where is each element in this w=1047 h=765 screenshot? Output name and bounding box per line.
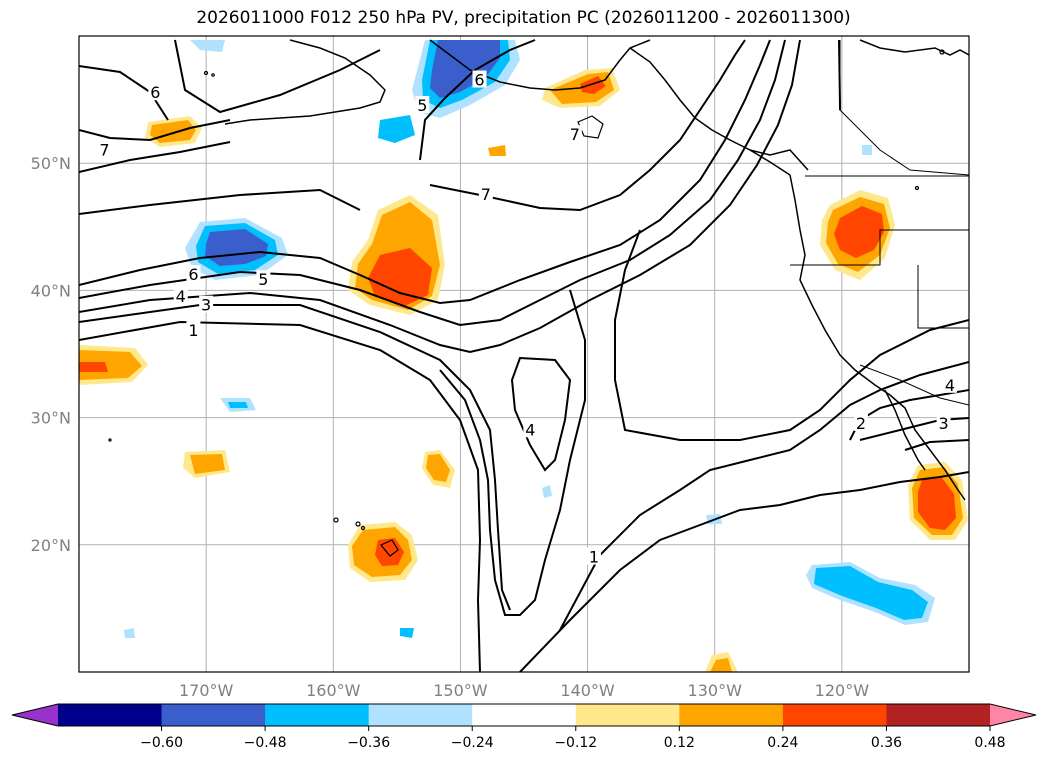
contour-label-bg bbox=[567, 125, 582, 143]
colorbar-tick-label: −0.24 bbox=[451, 735, 494, 751]
contour-label-bg bbox=[523, 420, 538, 438]
contour-label: 3 bbox=[201, 296, 211, 315]
contour-label: 5 bbox=[258, 270, 268, 289]
colorbar-segment bbox=[472, 704, 577, 726]
contour-label-bg bbox=[936, 413, 951, 431]
contour-label: 1 bbox=[188, 321, 198, 340]
lat-label: 20°N bbox=[31, 536, 71, 555]
colorbar-outline bbox=[11, 703, 1037, 727]
latitude-labels: 20°N 30°N 40°N 50°N bbox=[31, 154, 71, 555]
colorbar-tick-label: −0.12 bbox=[554, 735, 597, 751]
contour-label-bg bbox=[586, 547, 601, 565]
contour-label: 7 bbox=[570, 125, 580, 144]
colorbar-tick-label: −0.48 bbox=[244, 735, 287, 751]
colorbar-tick-label: −0.36 bbox=[347, 735, 390, 751]
lat-label: 30°N bbox=[31, 409, 71, 428]
lat-label: 50°N bbox=[31, 154, 71, 173]
contour-label: 6 bbox=[150, 83, 160, 102]
contour-label: 7 bbox=[481, 185, 491, 204]
contour-label-bg bbox=[472, 70, 487, 88]
contour-label: 1 bbox=[589, 548, 599, 567]
contour-label: 6 bbox=[474, 71, 484, 90]
contour-label-bg bbox=[173, 286, 188, 304]
colorbar-extend-low bbox=[12, 704, 58, 726]
islands bbox=[108, 49, 945, 557]
contour-label-bg bbox=[942, 375, 957, 393]
contour-label: 3 bbox=[938, 414, 948, 433]
colorbar-segment bbox=[368, 704, 473, 726]
map-frame bbox=[78, 35, 970, 673]
contour-label-bg bbox=[148, 83, 163, 101]
pv-contours bbox=[79, 39, 969, 672]
colorbar-extend-high bbox=[990, 704, 1036, 726]
contour-label-bg bbox=[186, 321, 201, 339]
contour-label: 7 bbox=[99, 140, 109, 159]
contour-label-bg bbox=[415, 95, 430, 113]
colorbar-tick-label: 0.48 bbox=[974, 735, 1005, 751]
contour-label-bg bbox=[199, 295, 214, 313]
colorbar-tick-label: 0.36 bbox=[871, 735, 902, 751]
colorbar-segment bbox=[161, 704, 266, 726]
contour-label: 4 bbox=[945, 376, 955, 395]
contour-label-bg bbox=[186, 265, 201, 283]
colorbar-segment bbox=[575, 704, 680, 726]
colorbar-segment bbox=[265, 704, 370, 726]
contour-label-bg bbox=[853, 413, 868, 431]
colorbar: −0.60 −0.48 −0.36 −0.24 −0.12 0.12 0.24 0.36 0.4… bbox=[11, 703, 1037, 751]
map-title: 2026011000 F012 250 hPa PV, precipitatio… bbox=[196, 8, 851, 28]
contour-label-bg bbox=[478, 185, 493, 202]
contour-label-bg bbox=[97, 140, 112, 158]
contour-label: 5 bbox=[417, 96, 427, 115]
longitude-labels: 170°W 160°W 150°W 140°W 130°W 120°W bbox=[179, 681, 869, 700]
lon-label: 140°W bbox=[560, 681, 615, 700]
lon-label: 130°W bbox=[688, 681, 743, 700]
colorbar-segment bbox=[886, 704, 991, 726]
lat-label: 40°N bbox=[31, 281, 71, 300]
lon-label: 170°W bbox=[179, 681, 234, 700]
lon-label: 150°W bbox=[433, 681, 488, 700]
contour-label: 4 bbox=[525, 420, 535, 439]
contour-label: 2 bbox=[856, 414, 866, 433]
contour-label: 4 bbox=[176, 287, 186, 306]
contour-label: 6 bbox=[188, 265, 198, 284]
colorbar-tick-label: −0.60 bbox=[140, 735, 183, 751]
lon-label: 120°W bbox=[815, 681, 870, 700]
contour-label-bg bbox=[256, 270, 271, 288]
colorbar-segment bbox=[782, 704, 887, 726]
gridlines bbox=[79, 36, 969, 672]
colorbar-segment bbox=[58, 704, 163, 726]
colorbar-tick-label: 0.12 bbox=[664, 735, 695, 751]
colorbar-segment bbox=[679, 704, 784, 726]
lon-label: 160°W bbox=[306, 681, 361, 700]
coastlines bbox=[224, 39, 969, 501]
colorbar-tick-label: 0.24 bbox=[767, 735, 798, 751]
